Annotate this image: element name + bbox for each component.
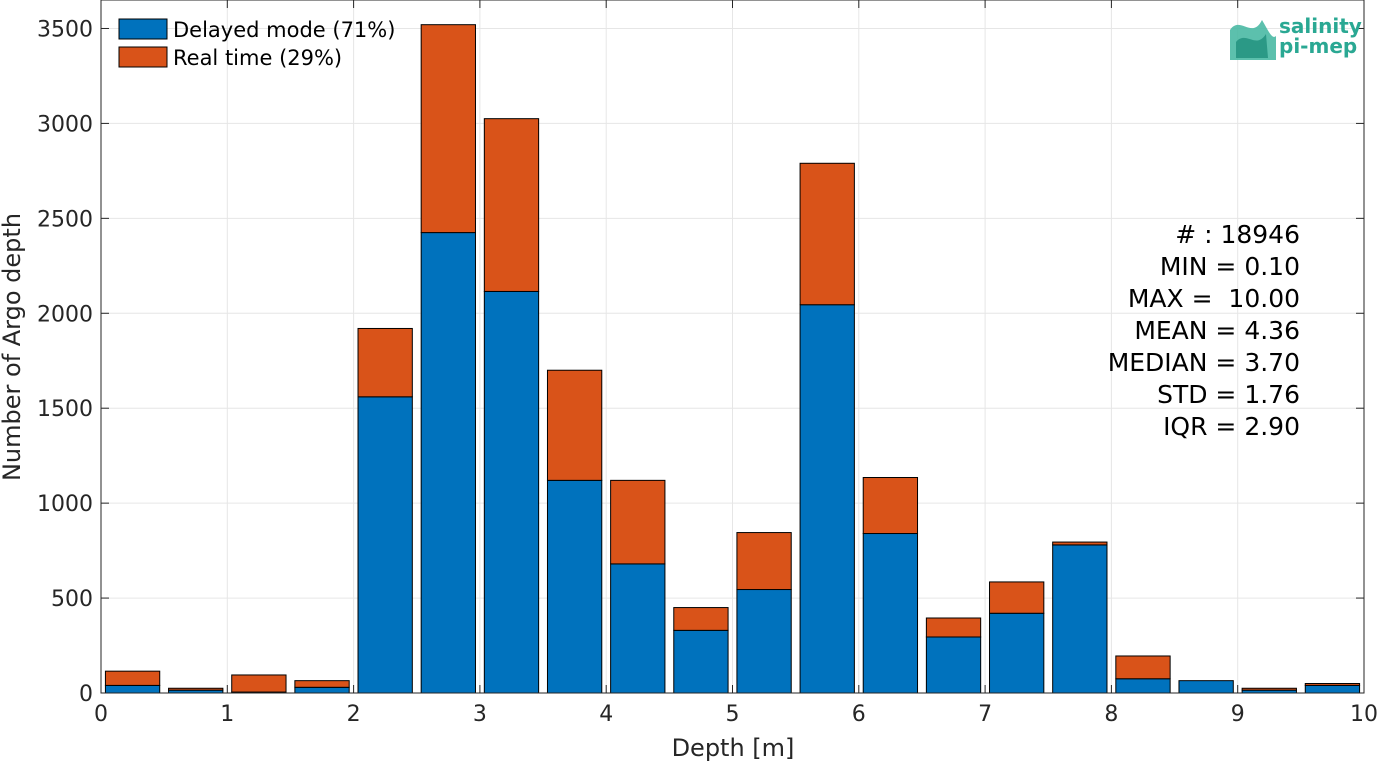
legend-swatch-delayed xyxy=(118,18,168,40)
bar-delayed-mode xyxy=(862,533,919,694)
x-tick-label: 6 xyxy=(852,702,866,727)
salinity-pi-mep-logo: salinity pi-mep xyxy=(1230,14,1362,60)
y-tick-label: 3500 xyxy=(37,17,93,42)
bar-delayed-mode xyxy=(420,232,476,694)
stat-min: MIN = 0.10 xyxy=(1160,252,1300,281)
wave-logo-icon-shade xyxy=(1236,34,1268,58)
bar-real-time xyxy=(925,617,982,638)
legend: Delayed mode (71%) Real time (29%) xyxy=(118,18,395,70)
bar-real-time xyxy=(1115,655,1171,680)
bar-real-time xyxy=(1304,683,1361,686)
bar-real-time xyxy=(1241,687,1297,691)
bar-real-time xyxy=(420,24,476,234)
bar-delayed-mode xyxy=(1178,680,1234,694)
y-tick-label: 500 xyxy=(51,587,93,612)
bar-delayed-mode xyxy=(1115,678,1171,694)
x-tick-label: 4 xyxy=(599,702,613,727)
bar-real-time xyxy=(989,581,1045,614)
bar-delayed-mode xyxy=(104,684,161,694)
x-tick-label: 9 xyxy=(1231,702,1245,727)
bar-real-time xyxy=(799,162,855,306)
bar-delayed-mode xyxy=(989,612,1045,694)
x-axis-label: Depth [m] xyxy=(672,734,795,762)
bar-real-time xyxy=(1052,541,1108,546)
stat-count: # : 18946 xyxy=(1175,220,1300,249)
x-tick-label: 3 xyxy=(473,702,487,727)
stat-median: MEDIAN = 3.70 xyxy=(1108,348,1300,377)
bar-delayed-mode xyxy=(357,396,413,694)
stat-mean: MEAN = 4.36 xyxy=(1134,316,1300,345)
y-axis-label: Number of Argo depth xyxy=(0,213,26,481)
y-tick-label: 0 xyxy=(79,682,93,707)
axis-ticks: 0 1 2 3 4 5 6 7 8 9 10 0 500 1000 1500 2000 2500 3000 3500 xyxy=(37,0,1378,727)
bar-real-time xyxy=(483,118,540,292)
x-tick-label: 5 xyxy=(726,702,740,727)
bar-delayed-mode xyxy=(546,479,603,694)
x-tick-label: 7 xyxy=(978,702,992,727)
bars xyxy=(104,24,1361,694)
bar-real-time xyxy=(231,674,287,693)
bar-delayed-mode xyxy=(736,589,792,694)
y-tick-label: 1000 xyxy=(37,492,93,517)
bar-real-time xyxy=(862,477,919,535)
legend-label-realtime: Real time (29%) xyxy=(173,46,342,70)
bar-real-time xyxy=(357,327,413,398)
logo-text-salinity: salinity xyxy=(1279,14,1362,38)
y-tick-label: 1500 xyxy=(37,397,93,422)
x-tick-label: 2 xyxy=(347,702,361,727)
bar-real-time xyxy=(294,680,350,688)
y-tick-label: 2500 xyxy=(37,207,93,232)
bar-real-time xyxy=(673,607,729,631)
logo-text-pimep: pi-mep xyxy=(1279,34,1357,58)
bar-real-time xyxy=(104,670,161,686)
bar-delayed-mode xyxy=(294,686,350,694)
bar-delayed-mode xyxy=(673,629,729,694)
y-tick-label: 3000 xyxy=(37,112,93,137)
bar-real-time xyxy=(610,479,666,565)
bar-delayed-mode xyxy=(1052,544,1108,694)
x-tick-label: 0 xyxy=(94,702,108,727)
bar-delayed-mode xyxy=(799,304,855,694)
grid-lines xyxy=(100,0,1365,694)
legend-label-delayed: Delayed mode (71%) xyxy=(173,18,395,42)
bar-real-time xyxy=(168,687,224,691)
stat-max: MAX = 10.00 xyxy=(1128,284,1300,313)
legend-swatch-realtime xyxy=(118,46,168,68)
bar-delayed-mode xyxy=(1304,684,1361,694)
bar-delayed-mode xyxy=(483,290,540,694)
y-tick-label: 2000 xyxy=(37,302,93,327)
stat-std: STD = 1.76 xyxy=(1157,380,1300,409)
x-tick-label: 10 xyxy=(1350,702,1378,727)
bar-real-time xyxy=(546,369,603,481)
x-tick-label: 1 xyxy=(220,702,234,727)
bar-delayed-mode xyxy=(925,636,982,694)
bar-real-time xyxy=(736,532,792,591)
statistics-box: # : 18946 MIN = 0.10 MAX = 10.00 MEAN = … xyxy=(1108,220,1300,441)
stat-iqr: IQR = 2.90 xyxy=(1163,412,1300,441)
x-tick-label: 8 xyxy=(1104,702,1118,727)
bar-delayed-mode xyxy=(610,563,666,694)
